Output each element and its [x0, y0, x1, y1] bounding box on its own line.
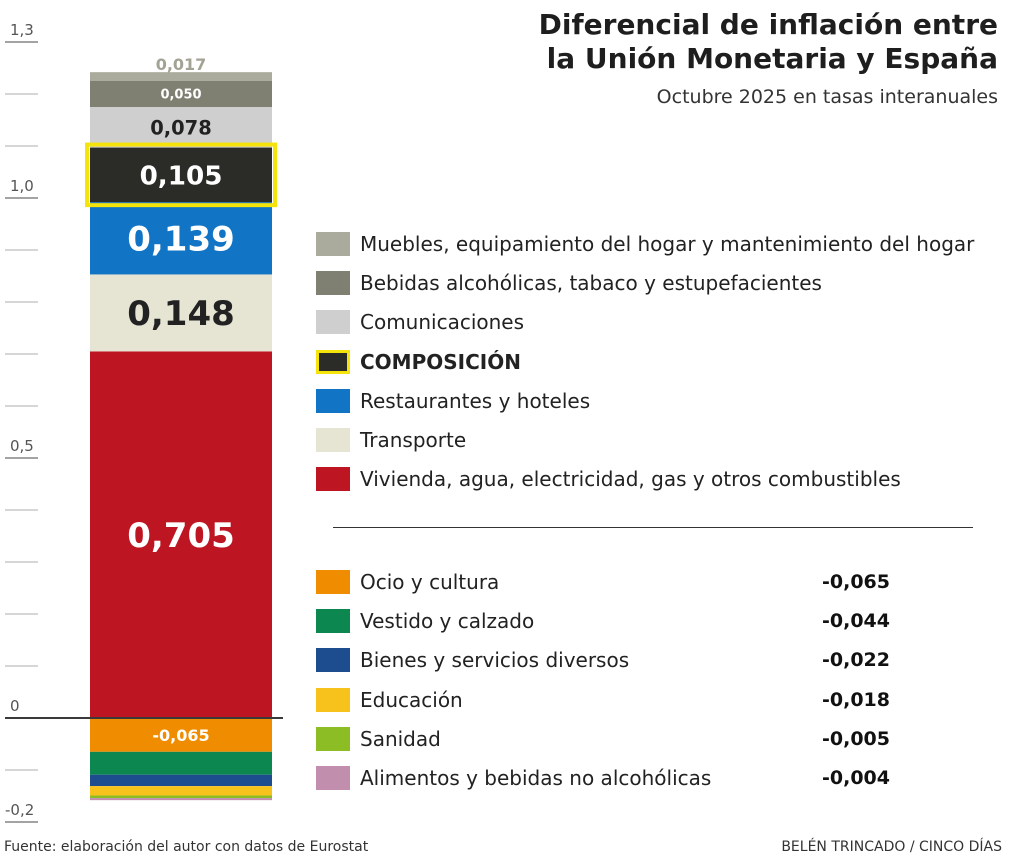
legend-item-composicion: COMPOSICIÓN [316, 342, 976, 381]
legend-label: Comunicaciones [360, 310, 525, 335]
legend-item-alimentos-y-bebidas-no-alcoholicas: Alimentos y bebidas no alcohólicas -0,004 [316, 758, 976, 797]
bar-segment-vivienda-agua-electricidad-gas-y-otros-combustibles [90, 351, 272, 718]
legend-label: Bienes y servicios diversos [360, 648, 630, 673]
legend-value: -0,022 [822, 649, 890, 672]
legend-label: Vestido y calzado [360, 608, 535, 633]
bar-segment-ocio-y-cultura [90, 718, 272, 752]
legend-swatch [316, 766, 350, 791]
bar-segment-bienes-y-servicios-diversos [90, 774, 272, 787]
legend-swatch [316, 349, 350, 374]
legend-value: -0,004 [822, 767, 890, 790]
legend-item-comunicaciones: Comunicaciones [316, 303, 976, 342]
legend-swatch [316, 726, 350, 751]
bar-segment-comunicaciones [90, 107, 272, 148]
y-tick-label: 1,0 [10, 177, 34, 195]
bar-segment-vestido-y-calzado [90, 751, 272, 775]
bar-segment-restaurantes-y-hoteles [90, 202, 272, 275]
legend-item-vivienda-agua-electricidad-gas-y-otros-combustibles: Vivienda, agua, electricidad, gas y otro… [316, 460, 976, 499]
y-tick-label: 0 [10, 697, 20, 715]
bar-segment-bebidas-alcoholicas-tabaco-y-estupefacientes [90, 81, 272, 107]
legend-swatch [316, 569, 350, 594]
bar-label-restaurantes-y-hoteles: 0,139 [127, 220, 235, 260]
y-tick-label: 0,5 [10, 437, 34, 455]
legend-label: Sanidad [360, 726, 441, 751]
chart-subtitle: Octubre 2025 en tasas interanuales [656, 86, 998, 108]
chart-title: Diferencial de inflación entre la Unión … [539, 8, 998, 76]
legend-positive: Muebles, equipamiento del hogar y manten… [316, 224, 976, 499]
bar-label-vivienda-agua-electricidad-gas-y-otros-combustibles: 0,705 [127, 516, 235, 556]
legend-label: Alimentos y bebidas no alcohólicas [360, 766, 712, 791]
legend-item-muebles-equipamiento-del-hogar-y-mantenimiento-del-hogar: Muebles, equipamiento del hogar y manten… [316, 224, 976, 263]
legend-label: Educación [360, 687, 463, 712]
legend-label: COMPOSICIÓN [360, 349, 521, 374]
legend-item-ocio-y-cultura: Ocio y cultura -0,065 [316, 562, 976, 601]
y-tick-label: 1,3 [10, 21, 34, 39]
legend-label: Bebidas alcohólicas, tabaco y estupefaci… [360, 270, 822, 295]
legend-label: Transporte [360, 428, 467, 453]
source-note: Fuente: elaboración del autor con datos … [4, 839, 369, 855]
legend-item-educacion: Educación -0,018 [316, 680, 976, 719]
bar-label-muebles-equipamiento-del-hogar-y-mantenimiento-del-hogar: 0,017 [156, 55, 207, 74]
legend-value: -0,005 [822, 727, 890, 750]
highlight-frame [85, 142, 277, 208]
legend-value: -0,018 [822, 688, 890, 711]
legend-swatch [316, 270, 350, 295]
bar-label-comunicaciones: 0,078 [150, 116, 212, 139]
legend-item-bebidas-alcoholicas-tabaco-y-estupefacientes: Bebidas alcohólicas, tabaco y estupefaci… [316, 263, 976, 302]
legend-swatch [316, 231, 350, 256]
legend-item-restaurantes-y-hoteles: Restaurantes y hoteles [316, 381, 976, 420]
legend-swatch [316, 608, 350, 633]
legend-negative: Ocio y cultura -0,065 Vestido y calzado -0,… [316, 562, 976, 798]
bar-label-ocio-y-cultura: -0,065 [152, 726, 209, 745]
credit: BELÉN TRINCADO / CINCO DÍAS [781, 839, 1002, 855]
legend-swatch [316, 310, 350, 335]
legend-swatch [316, 648, 350, 673]
title-line-2: la Unión Monetaria y España [546, 42, 998, 75]
title-line-1: Diferencial de inflación entre [538, 8, 998, 41]
y-tick-label: -0,2 [5, 801, 34, 819]
legend-label: Vivienda, agua, electricidad, gas y otro… [360, 467, 901, 492]
legend-swatch [316, 467, 350, 492]
legend-item-transporte: Transporte [316, 420, 976, 459]
bar-segment-muebles-equipamiento-del-hogar-y-mantenimiento-del-hogar [90, 72, 272, 81]
bar-segment-sanidad [90, 795, 272, 799]
legend-divider [333, 527, 973, 528]
legend-label: Ocio y cultura [360, 569, 500, 594]
bar-segment-educacion [90, 786, 272, 796]
bar-label-composicion: 0,105 [140, 161, 223, 191]
legend-swatch [316, 428, 350, 453]
bar-segment-composicion [90, 147, 272, 203]
legend-label: Restaurantes y hoteles [360, 388, 591, 413]
legend-value: -0,044 [822, 609, 890, 632]
bar-segment-alimentos-y-bebidas-no-alcoholicas [90, 798, 272, 801]
legend-swatch [316, 388, 350, 413]
legend-item-sanidad: Sanidad -0,005 [316, 719, 976, 758]
legend-item-vestido-y-calzado: Vestido y calzado -0,044 [316, 601, 976, 640]
legend-swatch [316, 687, 350, 712]
bar-segment-transporte [90, 274, 272, 352]
legend-item-bienes-y-servicios-diversos: Bienes y servicios diversos -0,022 [316, 641, 976, 680]
bar-label-bebidas-alcoholicas-tabaco-y-estupefacientes: 0,050 [160, 88, 201, 103]
bar-label-transporte: 0,148 [127, 294, 235, 334]
legend-label: Muebles, equipamiento del hogar y manten… [360, 231, 975, 256]
legend-value: -0,065 [822, 570, 890, 593]
